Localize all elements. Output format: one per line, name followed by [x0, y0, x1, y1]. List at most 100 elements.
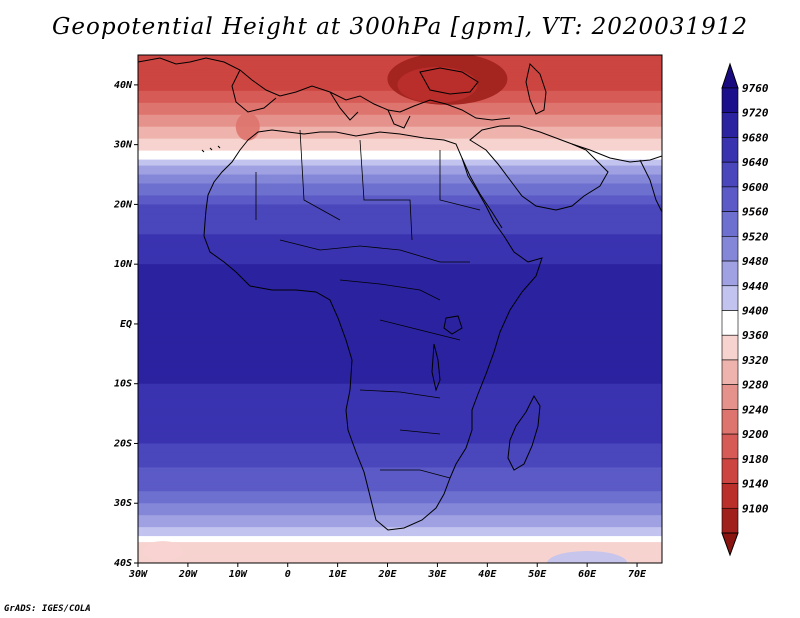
field-band: [138, 344, 662, 349]
field-band: [138, 518, 662, 522]
lat-tick-label: EQ: [120, 319, 132, 330]
colorbar-swatch: [721, 211, 739, 237]
field-band: [138, 222, 662, 226]
colorbar-label: 9360: [742, 329, 769, 342]
field-band: [138, 306, 662, 310]
lat-tick-label: 10N: [114, 259, 133, 270]
field-band: [138, 219, 662, 223]
field-band: [138, 57, 662, 62]
field-band: [138, 500, 662, 504]
field-band: [138, 365, 662, 370]
field-band: [138, 530, 662, 534]
lat-tick-label: 30S: [113, 498, 132, 509]
field-band: [138, 210, 662, 214]
field-band: [138, 431, 662, 436]
field-band: [138, 207, 662, 211]
colorbar-swatch: [721, 359, 739, 385]
field-band: [138, 267, 662, 271]
field-band: [138, 404, 662, 409]
colorbar-label: 9140: [742, 478, 769, 491]
field-band: [138, 117, 662, 122]
colorbar-swatch: [721, 260, 739, 287]
colorbar-label: 9480: [742, 255, 769, 268]
field-band: [138, 461, 662, 465]
field-band: [138, 309, 662, 313]
field-band: [138, 470, 662, 474]
field-band: [138, 491, 662, 495]
field-band: [138, 485, 662, 489]
field-band: [138, 359, 662, 364]
field-band: [138, 497, 662, 501]
field-band: [138, 473, 662, 477]
field-band: [138, 314, 662, 319]
field-band: [138, 282, 662, 286]
field-band: [138, 120, 662, 125]
field-band: [138, 488, 662, 492]
red-sea: [461, 157, 503, 229]
field-band: [138, 234, 662, 238]
field-band: [138, 177, 662, 182]
field-band: [138, 195, 662, 200]
canary-islands: [201, 145, 221, 153]
height-field: [138, 55, 662, 563]
field-band: [138, 524, 662, 528]
field-band: [138, 243, 662, 247]
lon-tick-label: 60E: [578, 569, 597, 580]
field-band: [138, 174, 662, 179]
field-band: [138, 276, 662, 280]
field-band: [138, 317, 662, 322]
field-band: [138, 129, 662, 134]
colorbar-label: 9680: [742, 131, 769, 144]
field-band: [138, 300, 662, 304]
lon-tick-label: 20E: [377, 569, 397, 580]
field-band: [138, 108, 662, 113]
map-title: Geopotential Height at 300hPa [gpm], VT:…: [52, 14, 748, 40]
colorbar-label: 9760: [742, 82, 769, 95]
field-band: [138, 419, 662, 424]
field-band: [138, 533, 662, 537]
field-band: [138, 201, 662, 206]
field-band: [138, 350, 662, 355]
field-band: [138, 506, 662, 510]
colorbar-label: 9600: [742, 181, 769, 194]
field-band: [138, 303, 662, 307]
colorbar-label: 9320: [742, 354, 769, 367]
lon-tick-label: 10E: [329, 569, 348, 580]
colorbar-swatch: [721, 186, 739, 212]
field-band: [138, 521, 662, 525]
field-band: [138, 279, 662, 283]
field-band: [138, 159, 662, 164]
colorbar-swatch: [721, 310, 739, 336]
field-band: [138, 264, 662, 268]
lake-victoria: [443, 315, 463, 335]
field-band: [138, 422, 662, 427]
colorbar-label: 9180: [742, 453, 769, 466]
lon-tick-label: 70E: [628, 569, 647, 580]
field-band: [138, 288, 662, 292]
field-band: [138, 407, 662, 412]
colorbar-top-arrow: [721, 62, 739, 89]
field-band: [138, 437, 662, 442]
field-band: [138, 147, 662, 152]
field-band: [138, 225, 662, 229]
colorbar-swatch: [721, 334, 739, 361]
lon-tick-label: 30W: [128, 569, 148, 580]
field-band: [138, 374, 662, 379]
field-band: [138, 111, 662, 116]
field-band: [138, 237, 662, 241]
field-band: [138, 512, 662, 516]
field-band: [138, 329, 662, 334]
colorbar-label: 9240: [742, 403, 769, 416]
colorbar-swatch: [721, 409, 739, 435]
field-band: [138, 371, 662, 376]
field-band: [138, 395, 662, 400]
colorbar-swatch: [721, 285, 739, 311]
lake-tanganyika: [431, 343, 441, 392]
field-band: [138, 557, 662, 561]
colorbar-swatch: [721, 433, 739, 460]
black-sea: [419, 67, 479, 95]
field-band: [138, 216, 662, 220]
field-band: [138, 123, 662, 128]
colorbar-swatch: [721, 137, 739, 163]
field-band: [138, 509, 662, 513]
